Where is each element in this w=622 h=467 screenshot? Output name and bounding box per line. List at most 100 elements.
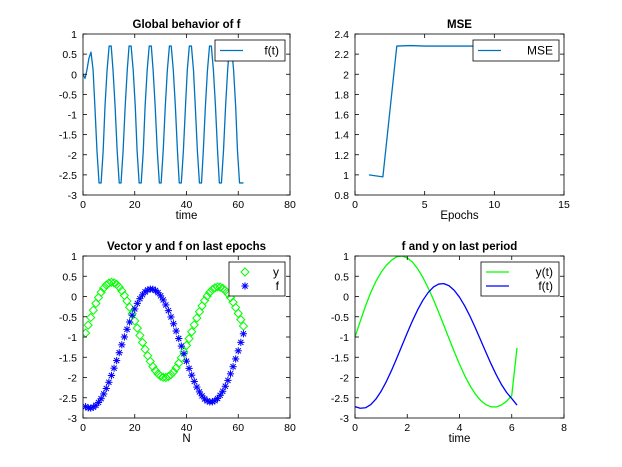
- y-tick-label: 2: [343, 69, 349, 81]
- data-point-y-13: [114, 282, 124, 292]
- data-point-f-55: [224, 376, 232, 385]
- data-point-y-40: [184, 333, 194, 344]
- y-tick-label: -1: [68, 332, 77, 344]
- series-line-ft: [83, 45, 244, 184]
- y-tick-label: -0.5: [331, 312, 349, 324]
- x-tick-label: 0: [80, 199, 86, 211]
- data-point-f-12-stroke-3: [113, 357, 120, 364]
- data-point-f-42: [190, 377, 198, 386]
- x-tick-label: 15: [558, 199, 570, 211]
- legend: MSE: [472, 39, 560, 62]
- x-tick-label: 6: [509, 422, 515, 434]
- data-point-y-23: [140, 344, 150, 355]
- data-point-y-41: [186, 327, 197, 337]
- data-point-f-55-stroke-3: [224, 377, 231, 384]
- y-tick-label: 0: [343, 292, 349, 304]
- legend-box: [472, 39, 560, 62]
- x-tick-label: 40: [181, 199, 193, 211]
- data-point-f-6-stroke-3: [98, 395, 105, 402]
- legend: f(t): [214, 39, 286, 62]
- data-point-f-33-stroke-3: [168, 314, 174, 320]
- data-point-f-41: [188, 371, 196, 379]
- data-point-f-7-stroke-3: [100, 391, 107, 397]
- data-point-f-59-stroke-3: [235, 347, 242, 354]
- chart-title: Global behavior of f: [133, 19, 241, 31]
- data-point-f-59: [234, 347, 242, 355]
- data-point-f-37-stroke-3: [178, 343, 185, 350]
- y-tick-label: 0.8: [334, 190, 349, 202]
- y-tick-label: 0.5: [62, 49, 77, 61]
- y-tick-label: -1.5: [331, 352, 349, 364]
- data-point-y-42: [189, 320, 199, 330]
- data-point-f-9-stroke-3: [105, 379, 112, 386]
- data-point-f-9: [105, 378, 113, 386]
- data-point-f-11: [110, 364, 118, 372]
- data-point-f-60: [237, 338, 245, 346]
- data-point-y-10: [106, 277, 117, 288]
- data-point-f-19: [131, 305, 139, 313]
- x-tick-label: 10: [488, 199, 500, 211]
- data-point-y-2: [86, 312, 96, 323]
- data-point-y-22: [137, 337, 148, 348]
- data-point-y-21: [135, 330, 145, 341]
- data-point-f-8: [102, 384, 110, 393]
- data-point-f-21-stroke-3: [136, 295, 143, 302]
- x-tick-label: 4: [457, 422, 463, 434]
- data-point-y-11: [109, 278, 119, 288]
- y-tick-label: 1: [71, 29, 77, 41]
- data-point-f-33: [167, 313, 175, 321]
- legend-swatch-marker: [241, 282, 249, 290]
- data-point-f-44: [195, 388, 204, 396]
- x-tick-label: 60: [232, 422, 244, 434]
- y-tick-label: 1.2: [334, 150, 349, 162]
- data-point-f-12: [113, 356, 121, 365]
- data-point-f-53: [219, 387, 227, 395]
- data-point-f-37: [177, 342, 185, 350]
- y-tick-label: 1: [71, 251, 77, 263]
- data-point-f-56: [226, 370, 235, 378]
- data-point-f-34-stroke-3: [170, 320, 177, 327]
- legend-box: [228, 261, 286, 297]
- data-area: [355, 256, 518, 409]
- y-tick-label: -1: [340, 332, 349, 344]
- y-tick-label: -2: [68, 150, 77, 162]
- data-point-f-54: [221, 382, 229, 390]
- data-point-f-30-stroke-3: [160, 297, 167, 303]
- data-point-f-10-stroke-3: [108, 372, 115, 379]
- data-point-y-43: [192, 313, 202, 323]
- data-point-y-61: [238, 321, 249, 331]
- data-point-f-45-stroke-3: [199, 392, 205, 399]
- data-point-y-17: [124, 302, 135, 312]
- chart-period: 0 2 4 6 8 -3 -2.5 -2 -1.5 -1 -0.5 0 0.5 1 f and y on l…: [331, 241, 567, 445]
- data-point-f-13-stroke-3: [116, 349, 123, 356]
- data-point-y-60: [236, 314, 246, 325]
- data-point-y-16: [122, 296, 132, 306]
- data-point-f-0-stroke-3: [83, 403, 89, 410]
- chart-title: f and y on last period: [402, 241, 518, 253]
- data-point-y-33: [166, 369, 176, 380]
- data-point-y-26: [148, 361, 158, 372]
- y-tick-label: -2.5: [59, 393, 77, 405]
- legend: y(t)f(t): [480, 261, 560, 297]
- data-point-f-44-stroke-3: [196, 388, 203, 395]
- data-point-f-57-stroke-3: [230, 363, 237, 370]
- data-point-y-34: [168, 367, 179, 377]
- data-point-f-61-stroke-3: [240, 330, 247, 337]
- data-point-f-56-stroke-3: [227, 370, 234, 377]
- data-point-y-50: [210, 283, 220, 293]
- legend-label: MSE: [527, 44, 553, 58]
- data-point-y-20: [132, 323, 143, 333]
- y-tick-label: 2.2: [334, 49, 349, 61]
- y-tick-label: 0: [71, 69, 77, 81]
- series-line-yt: [355, 256, 518, 408]
- y-tick-label: 1.8: [334, 89, 349, 101]
- data-point-y-52: [215, 282, 225, 292]
- data-point-f-31: [162, 301, 170, 309]
- legend-label: f(t): [538, 279, 553, 293]
- x-axis-label: time: [449, 433, 471, 445]
- data-point-f-5: [94, 398, 103, 407]
- x-axis-label: time: [176, 210, 198, 222]
- chart-title: Vector y and f on last epochs: [107, 241, 266, 253]
- data-point-f-13: [115, 349, 123, 357]
- legend-box: [214, 39, 286, 62]
